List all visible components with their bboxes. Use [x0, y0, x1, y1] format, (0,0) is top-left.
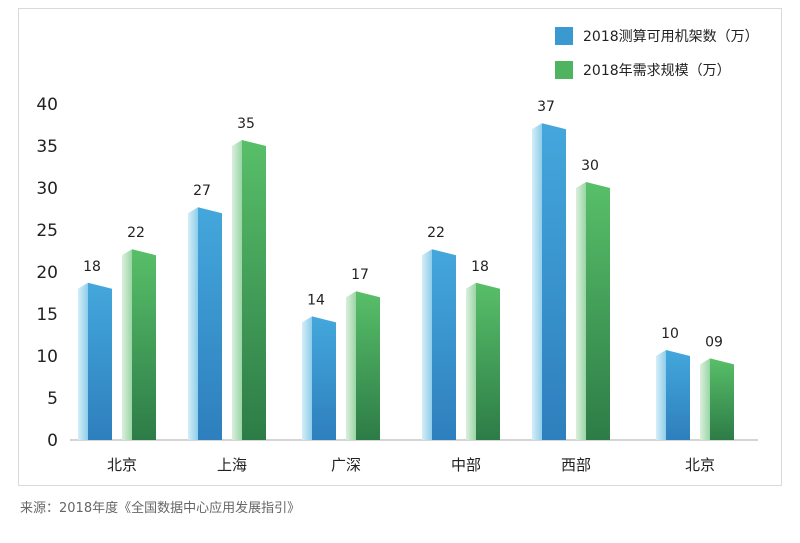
x-category-label: 北京 — [685, 456, 715, 474]
y-axis: 0 5 10 15 20 25 30 35 40 — [36, 95, 58, 451]
bar-capacity — [422, 249, 456, 440]
bar-front-face — [666, 350, 690, 440]
data-label: 09 — [705, 334, 723, 350]
y-tick-label: 30 — [36, 179, 58, 199]
bar-side-face — [422, 249, 432, 440]
bar-front-face — [432, 249, 456, 440]
bar-side-face — [346, 291, 356, 440]
bar-side-face — [188, 207, 198, 440]
chart-frame — [18, 8, 782, 486]
x-category-label: 北京 — [107, 456, 137, 474]
y-tick-label: 40 — [36, 95, 58, 115]
bar-side-face — [576, 182, 586, 440]
bar-demand — [466, 282, 500, 440]
bar-front-face — [356, 291, 380, 440]
y-tick-label: 10 — [36, 347, 58, 367]
legend-item-demand: 2018年需求规模（万） — [555, 60, 759, 80]
y-tick-label: 25 — [36, 221, 58, 241]
data-label: 22 — [427, 225, 445, 241]
legend-swatch-blue — [555, 27, 573, 45]
data-label: 10 — [661, 326, 679, 342]
bar-front-face — [586, 182, 610, 440]
bar-front-face — [476, 282, 500, 440]
data-label: 14 — [307, 292, 325, 308]
x-category-label: 中部 — [451, 456, 481, 474]
data-label: 27 — [193, 183, 211, 199]
y-tick-label: 35 — [36, 137, 58, 157]
bar-side-face — [532, 123, 542, 440]
bar-front-face — [542, 123, 566, 440]
data-label: 17 — [351, 267, 369, 283]
bar-capacity — [302, 316, 336, 440]
data-label: 35 — [237, 116, 255, 132]
y-tick-label: 15 — [36, 305, 58, 325]
bar-demand — [700, 358, 734, 440]
data-label: 37 — [537, 99, 555, 115]
bar-front-face — [88, 282, 112, 440]
legend-label-demand: 2018年需求规模（万） — [583, 63, 731, 79]
bar-side-face — [302, 316, 312, 440]
legend-item-capacity: 2018测算可用机架数（万） — [555, 26, 759, 46]
y-tick-label: 20 — [36, 263, 58, 283]
bar-side-face — [232, 140, 242, 440]
data-label: 18 — [471, 259, 489, 275]
bar-side-face — [656, 350, 666, 440]
x-category-label: 西部 — [561, 456, 591, 474]
data-label: 22 — [127, 225, 145, 241]
bar-front-face — [710, 358, 734, 440]
bar-demand — [122, 249, 156, 440]
bar-capacity — [78, 282, 112, 440]
bar-side-face — [700, 358, 710, 440]
bar-demand — [232, 140, 266, 440]
y-tick-label: 5 — [47, 389, 58, 409]
bar-demand — [576, 182, 610, 440]
x-category-label: 广深 — [331, 456, 361, 474]
legend: 2018测算可用机架数（万） 2018年需求规模（万） — [555, 26, 759, 94]
bar-demand — [346, 291, 380, 440]
data-label: 18 — [83, 259, 101, 275]
source-note: 来源：2018年度《全国数据中心应用发展指引》 — [20, 501, 301, 516]
data-label: 30 — [581, 158, 599, 174]
bar-capacity — [656, 350, 690, 440]
bars: 18 22 27 35 14 17 22 18 37 30 10 09 — [78, 99, 734, 440]
bar-front-face — [242, 140, 266, 440]
bar-side-face — [122, 249, 132, 440]
bar-front-face — [312, 316, 336, 440]
x-category-label: 上海 — [217, 456, 247, 474]
bar-capacity — [188, 207, 222, 440]
legend-swatch-green — [555, 61, 573, 79]
bar-side-face — [466, 282, 476, 440]
bar-capacity — [532, 123, 566, 440]
y-tick-label: 0 — [47, 431, 58, 451]
bar-front-face — [198, 207, 222, 440]
legend-label-capacity: 2018测算可用机架数（万） — [583, 29, 759, 45]
x-axis: 北京 上海 广深 中部 西部 北京 — [107, 456, 715, 474]
bar-side-face — [78, 282, 88, 440]
bar-front-face — [132, 249, 156, 440]
